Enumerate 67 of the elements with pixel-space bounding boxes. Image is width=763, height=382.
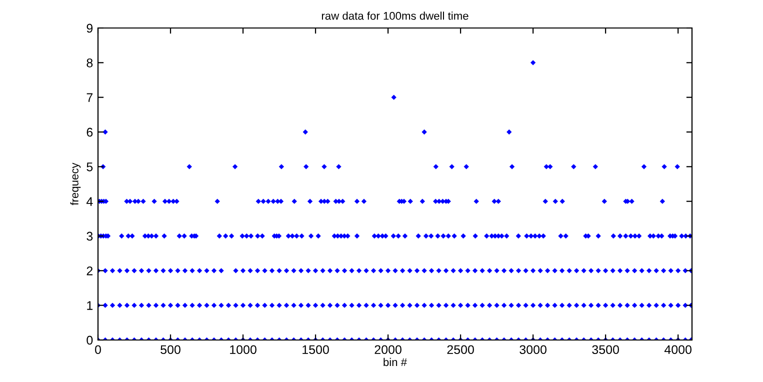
point xyxy=(391,94,396,100)
x-tick-label: 1500 xyxy=(302,345,329,354)
point xyxy=(474,198,479,204)
point xyxy=(186,164,192,170)
point xyxy=(307,198,313,204)
point xyxy=(152,198,157,204)
x-tick-label: 1000 xyxy=(230,345,256,354)
y-tick-label: 4 xyxy=(86,197,93,206)
point xyxy=(571,164,576,170)
point xyxy=(302,129,308,135)
point xyxy=(548,164,553,170)
point xyxy=(420,198,426,204)
chart-title: raw data for 100ms dwell time xyxy=(322,12,468,20)
point xyxy=(361,198,367,204)
point xyxy=(270,198,276,204)
point xyxy=(449,164,454,170)
point xyxy=(278,164,284,170)
x-tick-label: 2000 xyxy=(374,345,402,354)
point xyxy=(340,198,346,204)
point xyxy=(674,164,680,170)
point xyxy=(544,164,549,170)
point xyxy=(660,198,666,204)
y-tick-label: 1 xyxy=(87,301,93,310)
y-tick-label: 2 xyxy=(86,266,93,276)
point xyxy=(496,198,501,204)
point xyxy=(322,164,327,170)
point xyxy=(408,198,413,204)
point xyxy=(492,198,497,204)
y-tick-label: 5 xyxy=(86,162,93,172)
point xyxy=(140,198,146,204)
x-tick-label: 3500 xyxy=(592,345,619,354)
point xyxy=(560,198,565,204)
x-tick-label: 0 xyxy=(95,345,101,354)
y-tick-label: 0 xyxy=(86,336,93,345)
y-tick-label: 7 xyxy=(86,93,93,102)
point xyxy=(464,164,469,170)
x-tick-label: 3000 xyxy=(520,345,546,354)
point xyxy=(592,164,598,170)
point xyxy=(552,198,558,204)
x-tick-label: 500 xyxy=(160,345,180,354)
point xyxy=(232,164,238,170)
point xyxy=(506,129,512,135)
point xyxy=(354,198,360,204)
y-tick-label: 6 xyxy=(86,128,93,137)
point xyxy=(542,198,548,204)
y-axis-title: frequecy xyxy=(70,162,81,206)
point xyxy=(530,60,536,66)
x-tick-label: 4000 xyxy=(664,345,692,354)
x-axis-title: bin # xyxy=(384,358,407,366)
point xyxy=(304,164,309,170)
y-tick-label: 3 xyxy=(86,232,93,241)
point xyxy=(433,164,438,170)
point xyxy=(336,164,342,170)
point xyxy=(629,198,634,204)
point xyxy=(422,129,427,135)
point xyxy=(266,198,271,204)
point xyxy=(256,198,261,204)
point xyxy=(602,198,608,204)
point xyxy=(662,164,667,170)
point xyxy=(292,198,297,204)
y-tick-label: 9 xyxy=(86,24,93,33)
point xyxy=(214,198,220,204)
point xyxy=(509,164,515,170)
y-tick-label: 8 xyxy=(86,58,93,68)
point xyxy=(641,164,647,170)
x-tick-label: 2500 xyxy=(447,345,474,354)
point xyxy=(260,198,266,204)
